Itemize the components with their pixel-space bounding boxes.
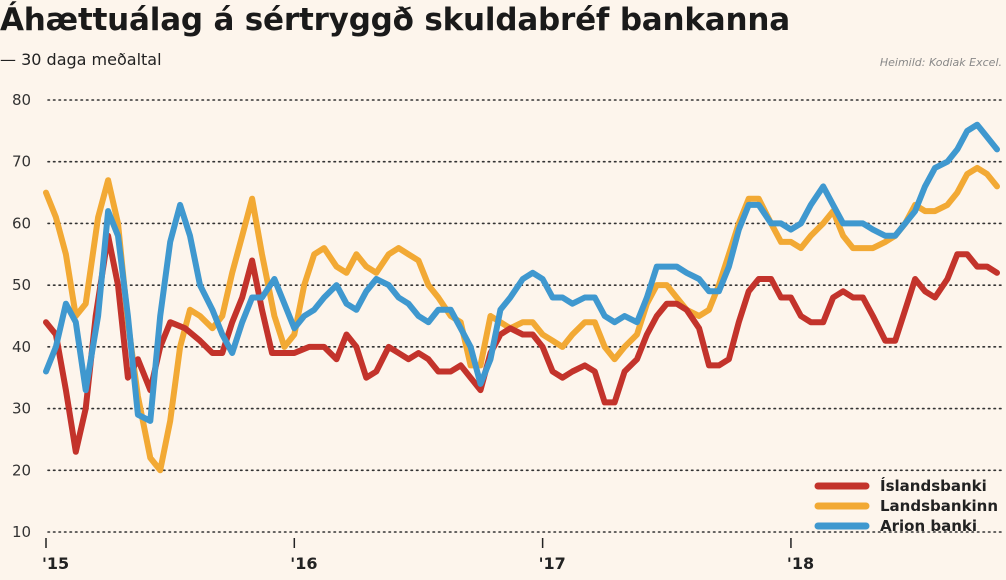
x-tick-label: '18 (787, 554, 814, 573)
y-tick-label: 60 (12, 214, 31, 232)
legend-label: Landsbankinn (880, 497, 998, 515)
legend: Íslandsbanki Landsbankinn Arion banki (814, 476, 998, 535)
y-axis: 10 20 30 40 50 60 70 80 (12, 91, 31, 541)
y-tick-label: 70 (12, 153, 31, 171)
x-tick-label: '16 (290, 554, 317, 573)
y-tick-label: 50 (12, 276, 31, 294)
series-line-1 (43, 164, 1000, 474)
y-tick-label: 30 (12, 400, 31, 418)
x-tick-label: '17 (539, 554, 566, 573)
x-tick-label: '15 (42, 554, 69, 573)
chart-title: Áhættuálag á sértryggð skuldabréf bankan… (0, 2, 790, 38)
legend-label: Arion banki (880, 517, 977, 535)
y-tick-label: 80 (12, 91, 31, 109)
chart-subtitle: — 30 daga meðaltal (0, 50, 162, 69)
series-line-2 (43, 121, 1000, 424)
y-tick-label: 20 (12, 461, 31, 479)
x-axis: '15 '16 '17 '18 (42, 538, 814, 573)
legend-label: Íslandsbanki (880, 476, 987, 495)
plot-lines (43, 121, 1000, 474)
chart-source: Heimild: Kodiak Excel. (879, 56, 1002, 69)
series-line-0 (43, 232, 1000, 455)
y-tick-label: 40 (12, 338, 31, 356)
y-tick-label: 10 (12, 523, 31, 541)
